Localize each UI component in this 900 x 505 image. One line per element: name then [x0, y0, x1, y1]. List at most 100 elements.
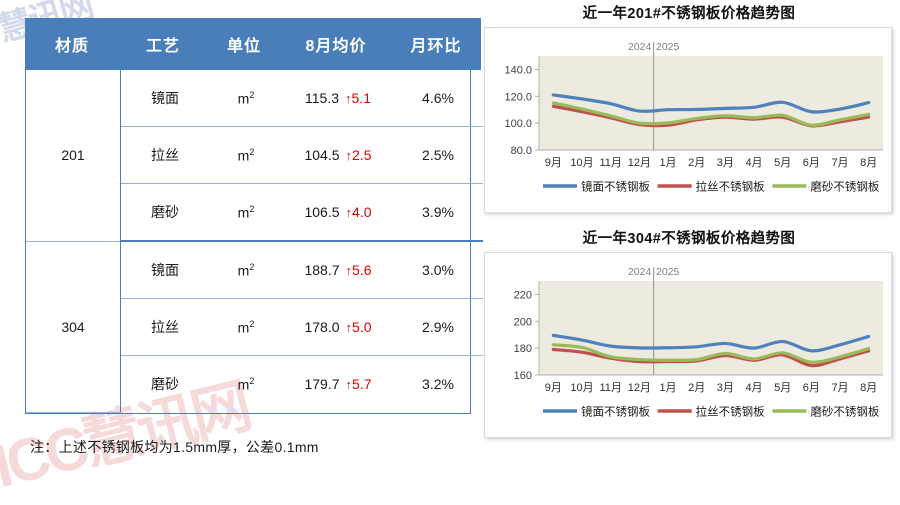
- cell-avg-price: 188.7 ↑5.6: [283, 241, 393, 299]
- y-axis-tick-label: 180: [514, 343, 532, 355]
- cell-process: 磨砂: [120, 183, 209, 242]
- price-table-body: 201 镜面 m2 115.3 ↑5.1 4.6% 拉丝 m2 104.5 ↑2.5…: [26, 70, 483, 413]
- arrow-up-icon: ↑: [345, 148, 353, 163]
- cell-mom: 3.2%: [422, 376, 454, 392]
- cell-mom: 3.0%: [393, 241, 483, 299]
- cell-process: 拉丝: [120, 126, 209, 184]
- cell-process: 拉丝: [120, 298, 209, 356]
- chart-304-block: 近一年304#不锈钢板价格趋势图 220 200 180 160 2024 2025 9月 1…: [484, 227, 894, 438]
- cell-process: 磨砂: [151, 376, 179, 392]
- series-line: [551, 101, 871, 127]
- price-value: 188.7: [304, 262, 340, 278]
- x-axis-tick-label: 4月: [745, 157, 762, 169]
- cell-unit: m2: [209, 298, 283, 356]
- table-row: 拉丝 m2 104.5 ↑2.5 2.5%: [26, 126, 483, 184]
- plot-area-background: [539, 56, 883, 150]
- cell-avg-price: 104.5 ↑2.5: [283, 126, 393, 184]
- delta-value: 2.5: [352, 147, 372, 163]
- unit-superscript: 2: [249, 318, 255, 329]
- price-table: 材质 工艺 单位 8月均价 月环比: [25, 18, 481, 70]
- y-axis-tick-label: 120.0: [504, 91, 532, 103]
- table-body-wrapper: 201 镜面 m2 115.3 ↑5.1 4.6% 拉丝 m2 104.5 ↑2.5…: [25, 70, 483, 414]
- legend-label: 磨砂不锈钢板: [810, 180, 879, 194]
- legend-label: 磨砂不锈钢板: [810, 405, 879, 419]
- year-label: 2024: [628, 266, 652, 278]
- delta-value: 5.6: [352, 262, 372, 278]
- x-axis-tick-label: 10月: [570, 382, 593, 394]
- x-axis-tick-label: 9月: [545, 157, 562, 169]
- table-row: 磨砂 m2 106.5 ↑4.0 3.9%: [26, 183, 483, 242]
- table-row: 磨砂 m2 179.7 ↑5.7 3.2%: [26, 356, 483, 413]
- x-axis-tick-label: 10月: [570, 157, 593, 169]
- column-header-process: 工艺: [119, 18, 207, 70]
- arrow-up-icon: ↑: [345, 205, 353, 220]
- table-row: 201 镜面 m2 115.3 ↑5.1 4.6%: [26, 70, 483, 242]
- arrow-up-icon: ↑: [345, 320, 353, 335]
- price-delta: ↑2.5: [346, 147, 372, 163]
- x-axis-tick-label: 1月: [659, 157, 676, 169]
- table-row: 304 镜面 m2 188.7 ↑5.6 3.0%: [26, 241, 483, 413]
- x-axis-tick-label: 3月: [717, 157, 734, 169]
- legend-label: 镜面不锈钢板: [581, 405, 650, 419]
- x-axis-tick-label: 8月: [860, 157, 877, 169]
- x-axis-tick-label: 6月: [803, 157, 820, 169]
- column-header-unit: 单位: [207, 18, 281, 70]
- arrow-up-icon: ↑: [345, 91, 352, 106]
- table-note: 注：上述不锈钢板均为1.5mm厚，公差0.1mm: [30, 439, 319, 455]
- year-label: 2025: [656, 266, 680, 278]
- chart-201-title: 近一年201#不锈钢板价格趋势图: [582, 6, 796, 22]
- price-value: 106.5: [304, 204, 340, 220]
- chart-304-frame: 220 200 180 160 2024 2025 9月 10月 11月 12月 1月 2月 3月 4月 5…: [484, 252, 892, 438]
- price-delta: ↑5.1: [345, 90, 371, 106]
- chart-201-frame: 140.0 120.0 100.0 80.0 2024 2025 9月 10月 11月 12月 1月…: [484, 27, 892, 213]
- cell-unit: m2: [209, 356, 283, 413]
- legend-label: 拉丝不锈钢板: [696, 405, 765, 419]
- x-axis-tick-label: 2月: [688, 382, 705, 394]
- unit-text: m: [237, 204, 250, 221]
- cell-mom: 2.9%: [393, 298, 483, 356]
- y-axis-tick-label: 140.0: [504, 64, 532, 76]
- y-axis-tick-label: 100.0: [504, 118, 532, 130]
- y-axis-tick-label: 80.0: [511, 145, 532, 157]
- x-axis-tick-label: 12月: [628, 382, 651, 394]
- cell-process: 镜面: [120, 70, 209, 127]
- year-label: 2024: [628, 41, 652, 53]
- chart-304-title: 近一年304#不锈钢板价格趋势图: [582, 231, 796, 247]
- price-value: 104.5: [304, 147, 340, 163]
- cell-unit: m2: [209, 70, 283, 127]
- x-axis-tick-label: 5月: [774, 157, 791, 169]
- arrow-up-icon: ↑: [345, 263, 353, 278]
- unit-superscript: 2: [249, 375, 255, 386]
- x-axis-tick-label: 1月: [659, 382, 676, 394]
- x-axis-tick-label: 9月: [545, 382, 562, 394]
- cell-unit: m2: [209, 241, 283, 299]
- chart-201-svg: 140.0 120.0 100.0 80.0 2024 2025 9月 10月 11月 12月 1月…: [504, 41, 883, 194]
- legend-label: 镜面不锈钢板: [581, 180, 650, 194]
- delta-value: 5.0: [352, 319, 372, 335]
- cell-material: 304: [26, 241, 121, 413]
- arrow-up-icon: ↑: [345, 377, 353, 392]
- price-delta: ↑5.7: [346, 376, 372, 392]
- table-body: 201 镜面 m2 115.3 ↑5.1 4.6% 拉丝 m2 104.5 ↑2.5…: [26, 70, 483, 413]
- y-axis-tick-label: 200: [514, 316, 532, 328]
- x-axis-tick-label: 8月: [860, 382, 877, 394]
- cell-unit: m2: [209, 183, 283, 242]
- price-value: 179.7: [304, 376, 340, 392]
- price-table-panel: 材质 工艺 单位 8月均价 月环比 201 镜面 m2 115.3 ↑5.1 4.…: [25, 18, 483, 414]
- price-value: 115.3: [305, 90, 340, 106]
- series-line: [551, 343, 871, 364]
- unit-text: m: [237, 262, 250, 279]
- unit-text: m: [237, 376, 250, 393]
- series-line: [551, 93, 871, 114]
- x-axis-tick-label: 4月: [745, 382, 762, 394]
- unit-text: m: [237, 147, 250, 164]
- column-header-material: 材质: [25, 18, 119, 70]
- delta-value: 5.7: [352, 376, 372, 392]
- table-header: 材质 工艺 单位 8月均价 月环比: [25, 18, 481, 70]
- cell-material: 201: [26, 70, 121, 242]
- table-row: 拉丝 m2 178.0 ↑5.0 2.9%: [26, 298, 483, 356]
- price-delta: ↑5.0: [346, 319, 372, 335]
- unit-text: m: [237, 90, 250, 107]
- column-header-mom: 月环比: [391, 18, 481, 70]
- unit-superscript: 2: [249, 203, 255, 214]
